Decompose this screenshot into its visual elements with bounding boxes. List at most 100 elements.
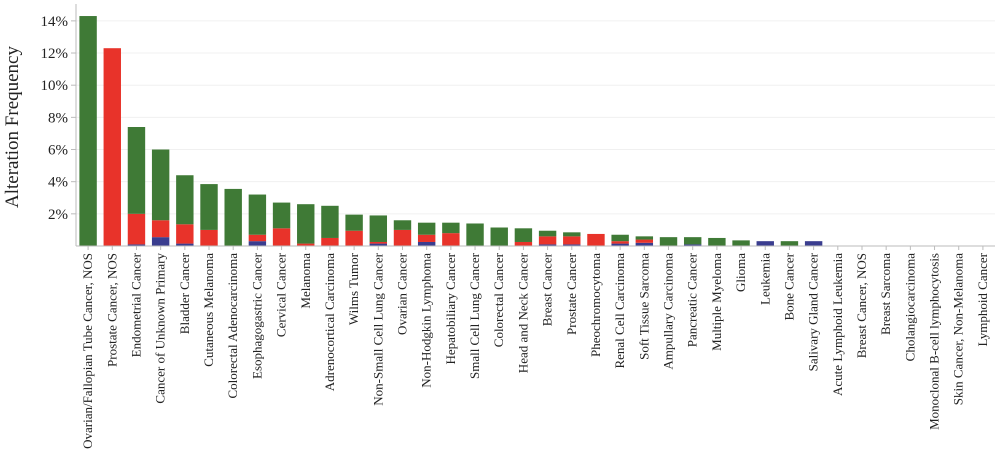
bar-segment[interactable]	[514, 228, 533, 242]
bar-segment[interactable]	[538, 230, 557, 237]
x-category-label: Hepatobiliary Cancer	[443, 252, 458, 364]
bar-segment[interactable]	[732, 240, 750, 246]
x-category-label: Bladder Cancer	[177, 252, 192, 334]
bar-segment[interactable]	[587, 233, 605, 246]
x-category-label: Prostate Cancer, NOS	[104, 253, 119, 367]
y-tick-label: 12%	[41, 46, 69, 62]
bar-segment[interactable]	[538, 236, 557, 245]
bar-segment[interactable]	[442, 233, 460, 246]
bar-segment[interactable]	[708, 237, 726, 246]
x-category-labels: Ovarian/Fallopian Tube Cancer, NOS Prosta…	[80, 252, 990, 449]
x-category-label: Acute Lymphoid Leukemia	[830, 253, 845, 396]
x-category-label: Lymphoid Cancer	[975, 252, 990, 346]
bar-segment[interactable]	[345, 230, 363, 246]
x-category-label: Prostate Cancer	[564, 252, 579, 335]
bar-segment[interactable]	[442, 222, 460, 234]
bar-segment[interactable]	[369, 215, 388, 242]
bar-segment[interactable]	[321, 205, 339, 238]
bar-segment[interactable]	[200, 229, 218, 246]
x-category-label: Esophagogastric Cancer	[249, 252, 264, 379]
x-category-label: Breast Cancer	[540, 252, 555, 326]
x-category-label: Renal Cell Carcinoma	[612, 253, 627, 369]
x-category-label: Bone Cancer	[781, 252, 796, 320]
bar-segment[interactable]	[635, 236, 654, 240]
bar-segment[interactable]	[417, 234, 436, 242]
bar-segment[interactable]	[417, 241, 436, 246]
bar-segment[interactable]	[272, 202, 291, 229]
x-category-label: Pancreatic Cancer	[685, 252, 700, 347]
x-category-label: Cutaneous Melanoma	[201, 253, 216, 367]
bar-segment[interactable]	[79, 16, 97, 246]
bar-segment[interactable]	[466, 223, 484, 246]
y-tick-label: 10%	[41, 78, 69, 94]
bar-segment[interactable]	[683, 237, 702, 245]
x-category-label: Non-Hodgkin Lymphoma	[419, 253, 434, 388]
bar-segment[interactable]	[393, 220, 412, 230]
bar-segment[interactable]	[369, 241, 388, 244]
bar-segment[interactable]	[780, 241, 799, 246]
x-category-label: Breast Cancer, NOS	[854, 253, 869, 358]
bar-segment[interactable]	[490, 227, 508, 246]
bar-segment[interactable]	[756, 241, 774, 246]
bar-segment[interactable]	[514, 241, 533, 246]
bar-segment[interactable]	[369, 243, 388, 246]
bar-segment[interactable]	[151, 149, 170, 221]
bar-segment[interactable]	[248, 194, 267, 235]
x-category-label: Colorectal Cancer	[491, 252, 506, 347]
bar-segment[interactable]	[563, 232, 581, 237]
bars	[79, 16, 823, 247]
bar-segment[interactable]	[103, 48, 121, 247]
bar-segment[interactable]	[297, 204, 315, 244]
bar-segment[interactable]	[683, 244, 702, 246]
bar-segment[interactable]	[272, 228, 291, 246]
bar-segment[interactable]	[417, 222, 436, 235]
x-category-label: Adrenocortical Carcinoma	[322, 253, 337, 391]
x-category-label: Ovarian Cancer	[394, 252, 409, 335]
bar-segment[interactable]	[127, 127, 146, 214]
bar-segment[interactable]	[611, 243, 629, 246]
bar-segment[interactable]	[127, 213, 146, 245]
y-tick-label: 2%	[48, 207, 68, 223]
bar-segment[interactable]	[176, 224, 194, 244]
y-tick-label: 8%	[48, 110, 68, 126]
bar-segment[interactable]	[321, 237, 339, 246]
bar-segment[interactable]	[176, 175, 194, 225]
y-tick-label: 6%	[48, 143, 68, 159]
x-category-label: Cholangiocarcinoma	[902, 253, 917, 362]
bar-segment[interactable]	[248, 241, 267, 246]
bar-segment[interactable]	[151, 237, 170, 246]
x-category-label: Glioma	[733, 253, 748, 292]
bar-segment[interactable]	[224, 188, 242, 246]
x-category-label: Salivary Gland Cancer	[806, 252, 821, 371]
x-category-label: Monoclonal B-cell lymphocytosis	[927, 253, 942, 430]
x-category-label: Endometrial Cancer	[128, 252, 143, 357]
bar-segment[interactable]	[611, 241, 629, 244]
bar-segment[interactable]	[345, 214, 363, 231]
bar-segment[interactable]	[127, 244, 146, 246]
bar-segment[interactable]	[538, 244, 557, 246]
bar-segment[interactable]	[659, 237, 678, 246]
bar-segment[interactable]	[635, 239, 654, 243]
x-category-label: Non-Small Cell Lung Cancer	[370, 252, 385, 405]
x-category-label: Melanoma	[298, 253, 313, 309]
x-category-label: Pheochromocytoma	[588, 253, 603, 357]
bar-segment[interactable]	[393, 229, 412, 246]
x-category-label: Multiple Myeloma	[709, 253, 724, 351]
bar-segment[interactable]	[563, 236, 581, 245]
bar-segment[interactable]	[297, 243, 315, 246]
bar-segment[interactable]	[248, 234, 267, 242]
bar-segment[interactable]	[563, 244, 581, 246]
bar-segment[interactable]	[635, 242, 654, 246]
bar-segment[interactable]	[804, 241, 823, 246]
x-category-label: Small Cell Lung Cancer	[467, 252, 482, 379]
x-category-label: Breast Sarcoma	[878, 253, 893, 335]
axes	[71, 4, 995, 250]
bar-segment[interactable]	[200, 184, 218, 230]
bar-segment[interactable]	[176, 243, 194, 246]
x-category-label: Colorectal Adenocarcinoma	[225, 253, 240, 399]
bar-segment[interactable]	[611, 234, 629, 242]
gridlines	[76, 20, 995, 215]
x-category-label: Cervical Cancer	[274, 252, 289, 337]
bar-segment[interactable]	[151, 220, 170, 238]
